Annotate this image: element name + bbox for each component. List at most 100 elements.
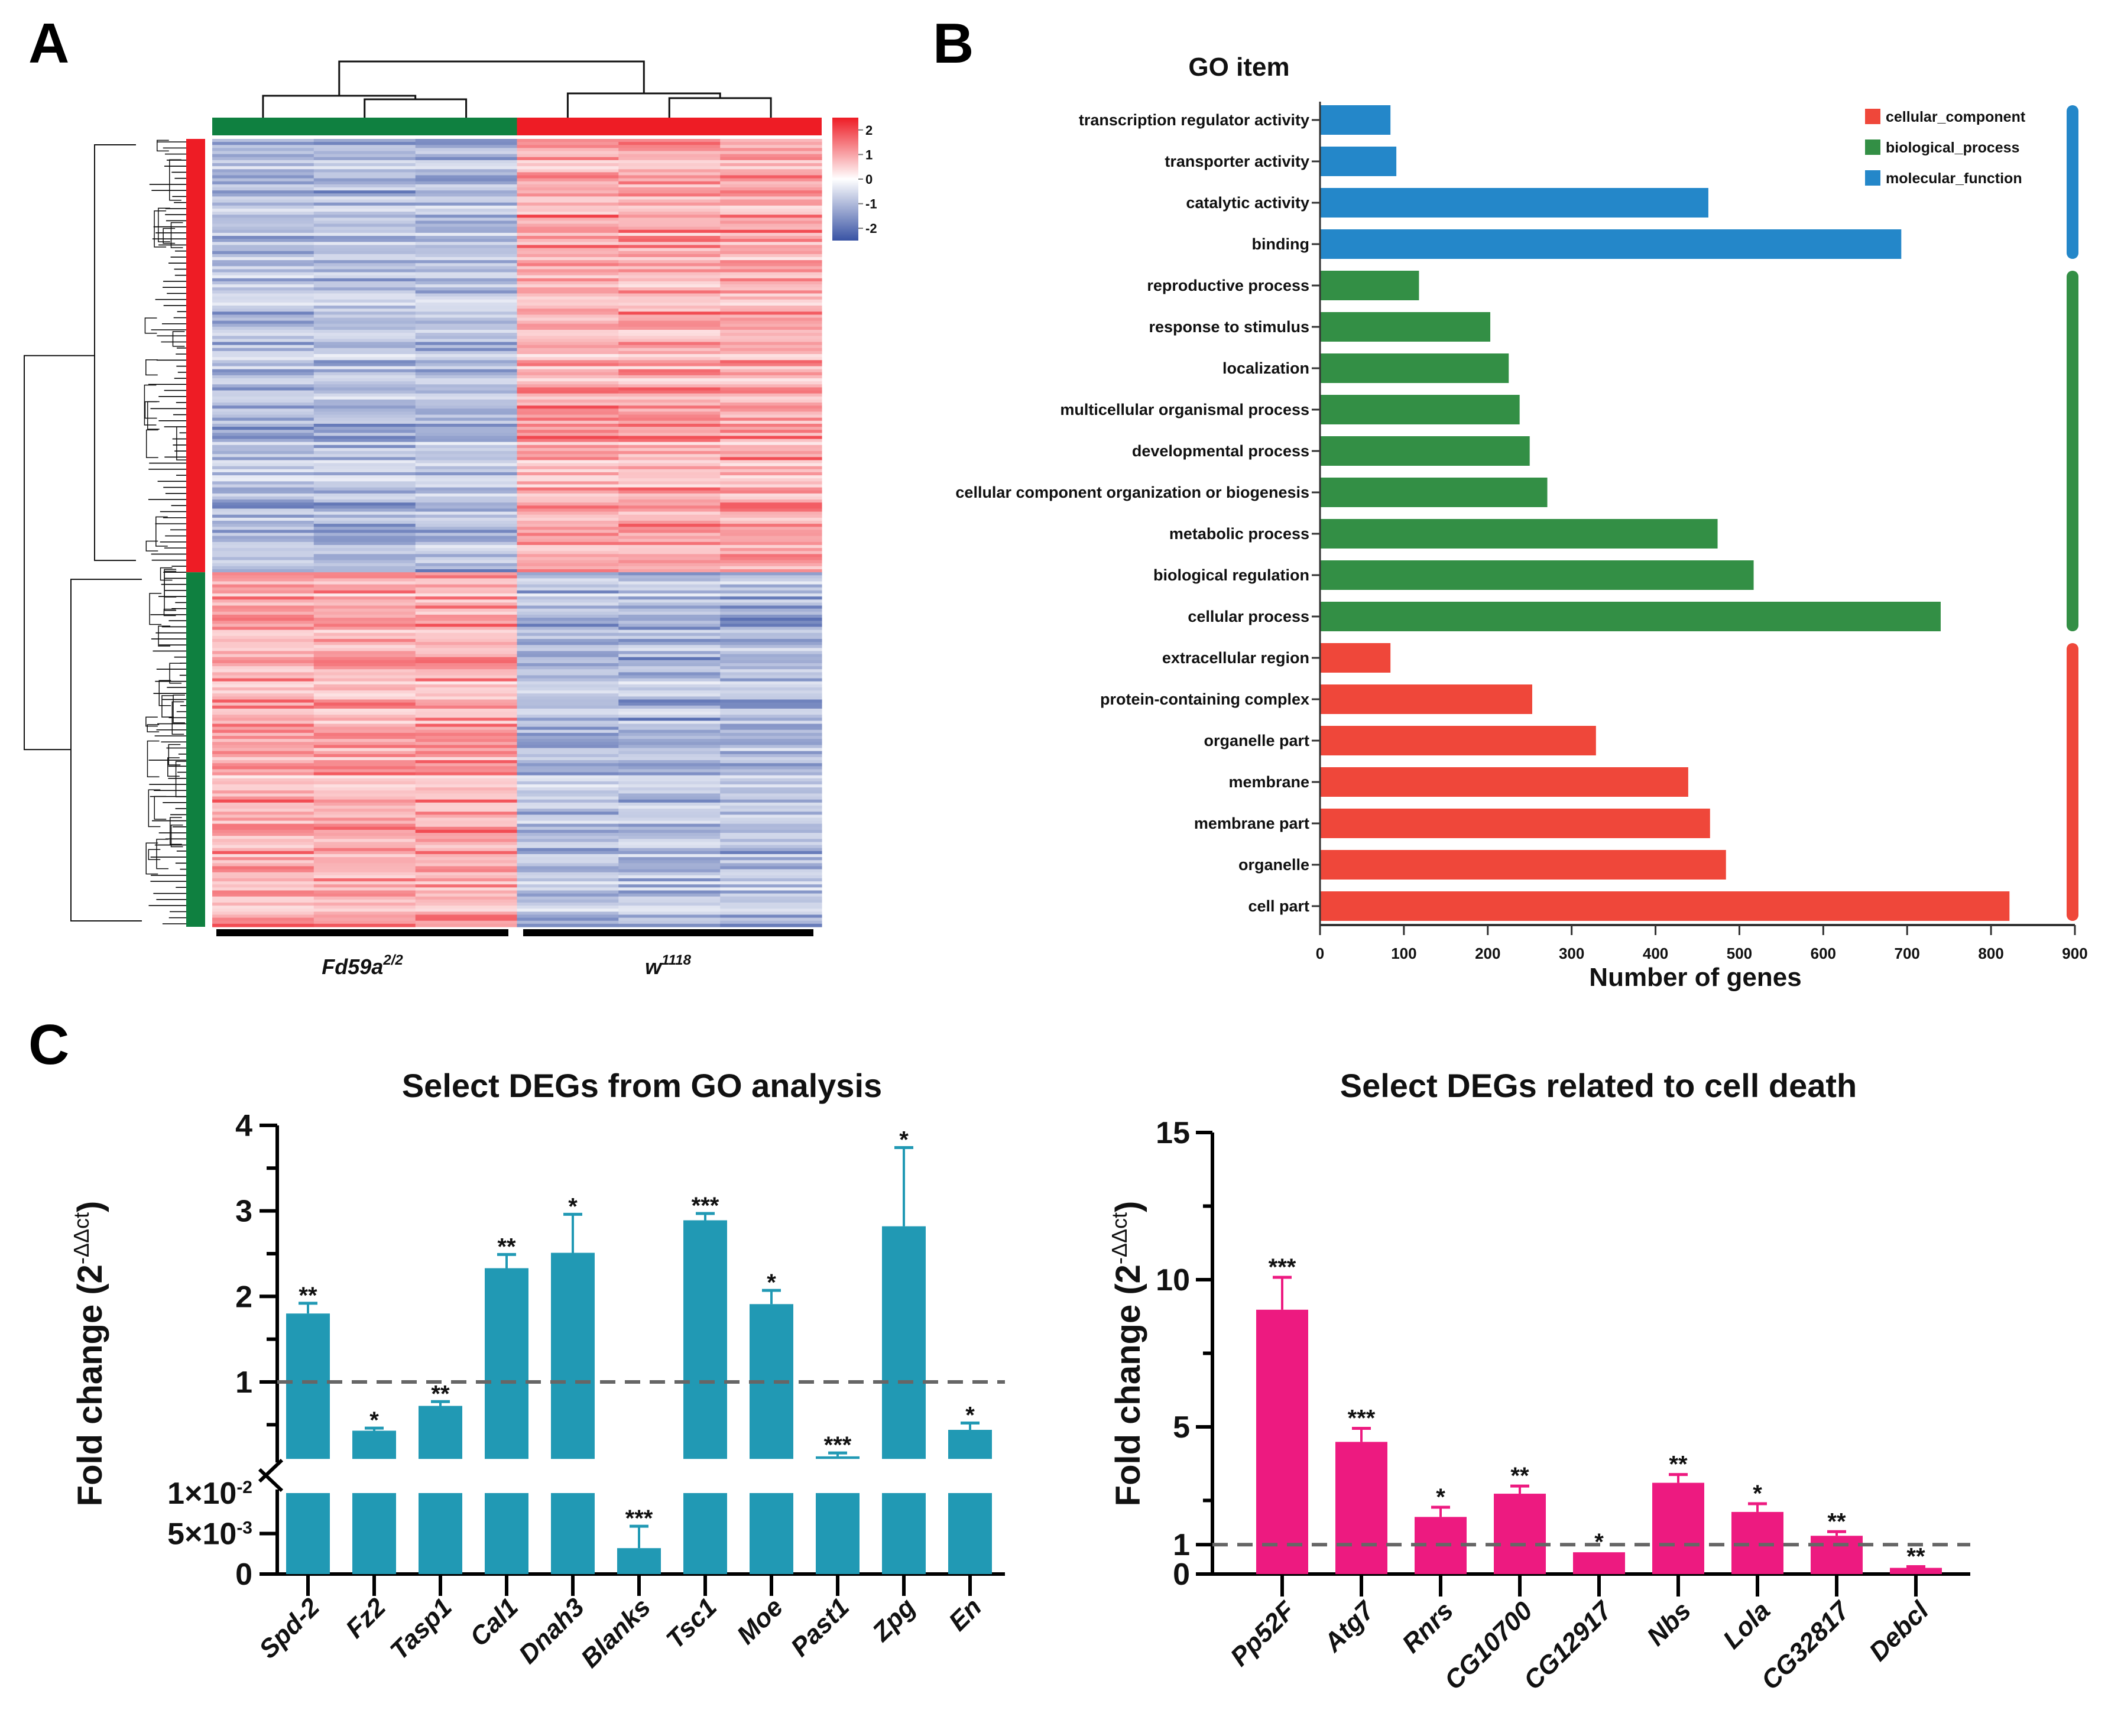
- heatmap-cell: [517, 257, 619, 261]
- heatmap-cell: [415, 229, 518, 233]
- significance-label: *: [1753, 1481, 1762, 1507]
- heatmap-cell: [415, 581, 518, 585]
- y-tick-label: 0: [235, 1557, 252, 1592]
- row-dendro-link: [94, 144, 136, 562]
- heatmap-cell: [415, 196, 518, 200]
- heatmap-cell: [720, 514, 822, 518]
- heatmap-cell: [212, 729, 314, 734]
- heatmap-cell: [618, 205, 721, 209]
- heatmap-cell: [618, 687, 721, 691]
- heatmap-cell: [720, 869, 822, 873]
- heatmap-cell: [212, 457, 314, 461]
- heatmap-cell: [517, 560, 619, 564]
- death-degs-title: Select DEGs related to cell death: [1340, 1067, 1857, 1104]
- heatmap-cell: [212, 420, 314, 424]
- heatmap-cell: [313, 305, 416, 309]
- heatmap-cell: [415, 399, 518, 403]
- heatmap-cell: [212, 911, 314, 916]
- heatmap-cell: [618, 278, 721, 282]
- heatmap-cell: [415, 848, 518, 852]
- heatmap-cell: [517, 260, 619, 264]
- heatmap-cell: [415, 169, 518, 173]
- heatmap-cell: [415, 299, 518, 303]
- heatmap-cell: [720, 232, 822, 236]
- heatmap-cell: [618, 330, 721, 333]
- heatmap-cell: [618, 457, 721, 461]
- heatmap-cell: [415, 145, 518, 148]
- significance-label: **: [1510, 1463, 1529, 1489]
- heatmap-cell: [415, 657, 518, 661]
- colorbar-gradient-rect: [832, 118, 858, 241]
- heatmap-cell: [720, 296, 822, 300]
- row-cluster-bar-1: [186, 139, 205, 573]
- heatmap-cell: [415, 199, 518, 203]
- heatmap-cell: [618, 621, 721, 624]
- go-chart-title: GO item: [1188, 53, 1289, 82]
- heatmap-cell: [618, 545, 721, 549]
- heatmap-cell: [415, 584, 518, 588]
- heatmap-cell: [517, 496, 619, 500]
- heatmap-cell: [212, 705, 314, 709]
- heatmap-cell: [720, 851, 822, 855]
- heatmap-cell: [313, 775, 416, 779]
- heatmap-cell: [212, 829, 314, 833]
- heatmap-cell: [618, 842, 721, 846]
- heatmap-cell: [517, 906, 619, 909]
- heatmap-cell: [720, 799, 822, 803]
- heatmap-cell: [720, 366, 822, 370]
- heatmap-cell: [618, 684, 721, 688]
- heatmap-cell: [517, 584, 619, 588]
- heatmap-cell: [618, 742, 721, 745]
- heatmap-cell: [313, 545, 416, 549]
- go-bar: [1320, 147, 1397, 176]
- heatmap-cell: [517, 799, 619, 803]
- heatmap-cell: [313, 326, 416, 330]
- heatmap-cell: [720, 890, 822, 894]
- heatmap-cell: [313, 320, 416, 325]
- heatmap-cell: [313, 657, 416, 661]
- heatmap-cell: [212, 845, 314, 849]
- heatmap-cell: [212, 893, 314, 897]
- go-x-tick-label: 800: [1978, 945, 2003, 962]
- go-legend: cellular_componentbiological_processmole…: [1865, 109, 2026, 187]
- group-bar-mutant: [216, 929, 508, 936]
- heatmap-cell: [313, 572, 416, 576]
- heatmap-cell: [313, 390, 416, 394]
- heatmap-cell: [618, 839, 721, 843]
- heatmap-cell: [517, 472, 619, 476]
- y-tick-label: 15: [1156, 1116, 1190, 1150]
- heatmap-cell: [618, 232, 721, 236]
- heatmap-cell: [720, 284, 822, 288]
- heatmap-cell: [313, 648, 416, 652]
- heatmap-cell: [313, 702, 416, 706]
- heatmap-cell: [415, 866, 518, 870]
- go-bar: [1320, 519, 1718, 549]
- heatmap-cell: [720, 399, 822, 403]
- go-degs-chart: Select DEGs from GO analysis Fold change…: [69, 1067, 1005, 1673]
- heatmap-cell: [517, 705, 619, 709]
- heatmap-cell: [313, 351, 416, 355]
- group-annotation-1: [517, 118, 822, 135]
- heatmap-cell: [415, 451, 518, 455]
- go-category-label: organelle part: [1204, 732, 1309, 749]
- heatmap-cell: [313, 581, 416, 585]
- heatmap-cell: [720, 781, 822, 785]
- x-tick-label: Dnah3: [513, 1592, 590, 1669]
- heatmap-cell: [618, 302, 721, 306]
- heatmap-cell: [517, 739, 619, 742]
- heatmap-cell: [313, 433, 416, 437]
- go-x-tick-label: 200: [1475, 945, 1500, 962]
- heatmap-cell: [313, 608, 416, 612]
- heatmap-cell: [517, 172, 619, 176]
- heatmap-cell: [212, 902, 314, 906]
- heatmap-cell: [212, 693, 314, 697]
- heatmap-cell: [313, 520, 416, 524]
- heatmap-cell: [618, 754, 721, 758]
- heatmap-cell: [517, 672, 619, 676]
- heatmap-cell: [517, 908, 619, 912]
- go-x-tick-label: 500: [1727, 945, 1752, 962]
- heatmap-cell: [313, 666, 416, 670]
- heatmap-cell: [720, 423, 822, 427]
- heatmap-cell: [517, 436, 619, 440]
- heatmap-cell: [618, 444, 721, 449]
